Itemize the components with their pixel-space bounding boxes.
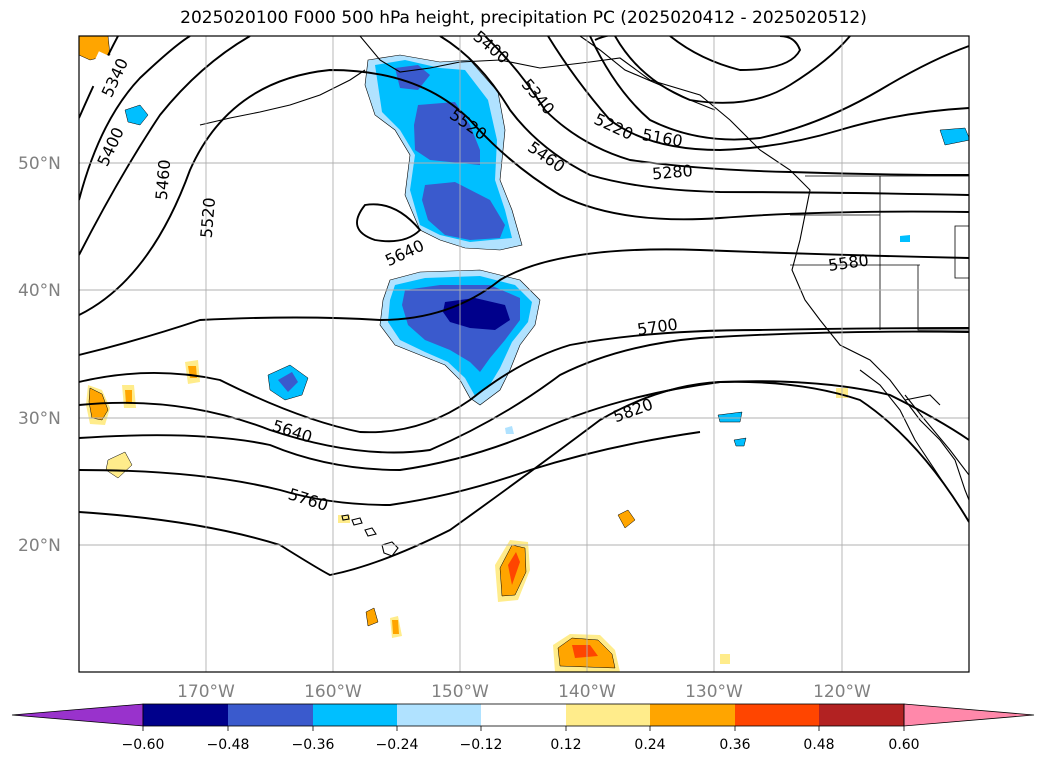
contour-label: 5700 [636, 315, 679, 339]
contour-label: 5640 [270, 416, 315, 447]
lat-label: 20°N [18, 536, 61, 556]
contour-label: 5280 [651, 161, 693, 183]
colorbar-segment [397, 704, 481, 726]
colorbar-segment [566, 704, 650, 726]
lon-label: 140°W [558, 682, 616, 702]
hawaii-islands [381, 541, 399, 557]
map-frame [78, 35, 970, 673]
colorbar-segment [143, 704, 228, 726]
colorbar-tick: −0.12 [460, 737, 503, 753]
contour-5700 [79, 330, 969, 454]
lon-label: 130°W [685, 682, 743, 702]
contour-5340-arc [547, 36, 969, 151]
lat-label: 30°N [18, 409, 61, 429]
contour-5400-west [79, 36, 191, 201]
coastlines [199, 36, 969, 557]
contour-label: 5820 [611, 394, 656, 426]
colorbar-tick: 0.60 [888, 737, 919, 753]
colorbar: −0.60 −0.48 −0.36 −0.24 −0.12 0.12 0.24 … [11, 703, 1035, 753]
contour-5160 [669, 36, 802, 71]
colorbar-extend-low [11, 703, 144, 727]
aleutian-chain [199, 69, 366, 126]
latitude-labels: 50°N 40°N 30°N 20°N [18, 154, 61, 556]
lat-label: 50°N [18, 154, 61, 174]
contour-5520 [79, 69, 969, 316]
lon-label: 160°W [304, 682, 362, 702]
contour-label: 5160 [641, 125, 684, 151]
colorbar-segment [228, 704, 313, 726]
colorbar-tick: 0.24 [634, 737, 665, 753]
contour-label: 5400 [93, 124, 127, 169]
contour-5220 [614, 36, 851, 104]
colorbar-extend-high [903, 703, 1035, 727]
colorbar-tick: 0.12 [550, 737, 581, 753]
lon-label: 120°W [813, 682, 871, 702]
contour-label: 5460 [524, 137, 568, 176]
colorbar-tick: 0.36 [719, 737, 750, 753]
contour-5640-loop [356, 203, 422, 243]
colorbar-segment [735, 704, 819, 726]
colorbar-segment [481, 704, 566, 726]
alaska-coast [359, 36, 969, 501]
contour-label: 5760 [286, 484, 331, 515]
colorbar-segment [650, 704, 735, 726]
contour-5760-b [79, 431, 701, 506]
longitude-labels: 170°W 160°W 150°W 140°W 130°W 120°W [177, 682, 871, 702]
contour-5640-south [79, 327, 969, 434]
gridlines [79, 36, 969, 672]
colorbar-tick: −0.48 [207, 737, 250, 753]
contour-5760 [79, 380, 969, 471]
contour-5280 [589, 36, 969, 141]
contour-label: 5220 [591, 109, 636, 143]
contour-label: 5340 [518, 75, 559, 118]
contour-5460-arc [439, 36, 969, 196]
colorbar-tick: −0.24 [376, 737, 419, 753]
colorbar-segment [313, 704, 397, 726]
lon-label: 170°W [177, 682, 235, 702]
height-contours [79, 36, 969, 576]
contour-label: 5460 [152, 159, 174, 201]
lon-label: 150°W [431, 682, 489, 702]
colorbar-tick: −0.36 [292, 737, 335, 753]
colorbar-tick: −0.60 [122, 737, 165, 753]
colorbar-tick: 0.48 [803, 737, 834, 753]
state-borders [790, 175, 969, 331]
colorbar-segment [819, 704, 904, 726]
map-title: 2025020100 F000 500 hPa height, precipit… [180, 8, 867, 28]
lat-label: 40°N [18, 281, 61, 301]
contour-label: 5520 [197, 197, 219, 239]
contour-5460-west [79, 36, 251, 256]
contour-5580 [79, 248, 969, 356]
contour-5220-low [594, 36, 611, 41]
